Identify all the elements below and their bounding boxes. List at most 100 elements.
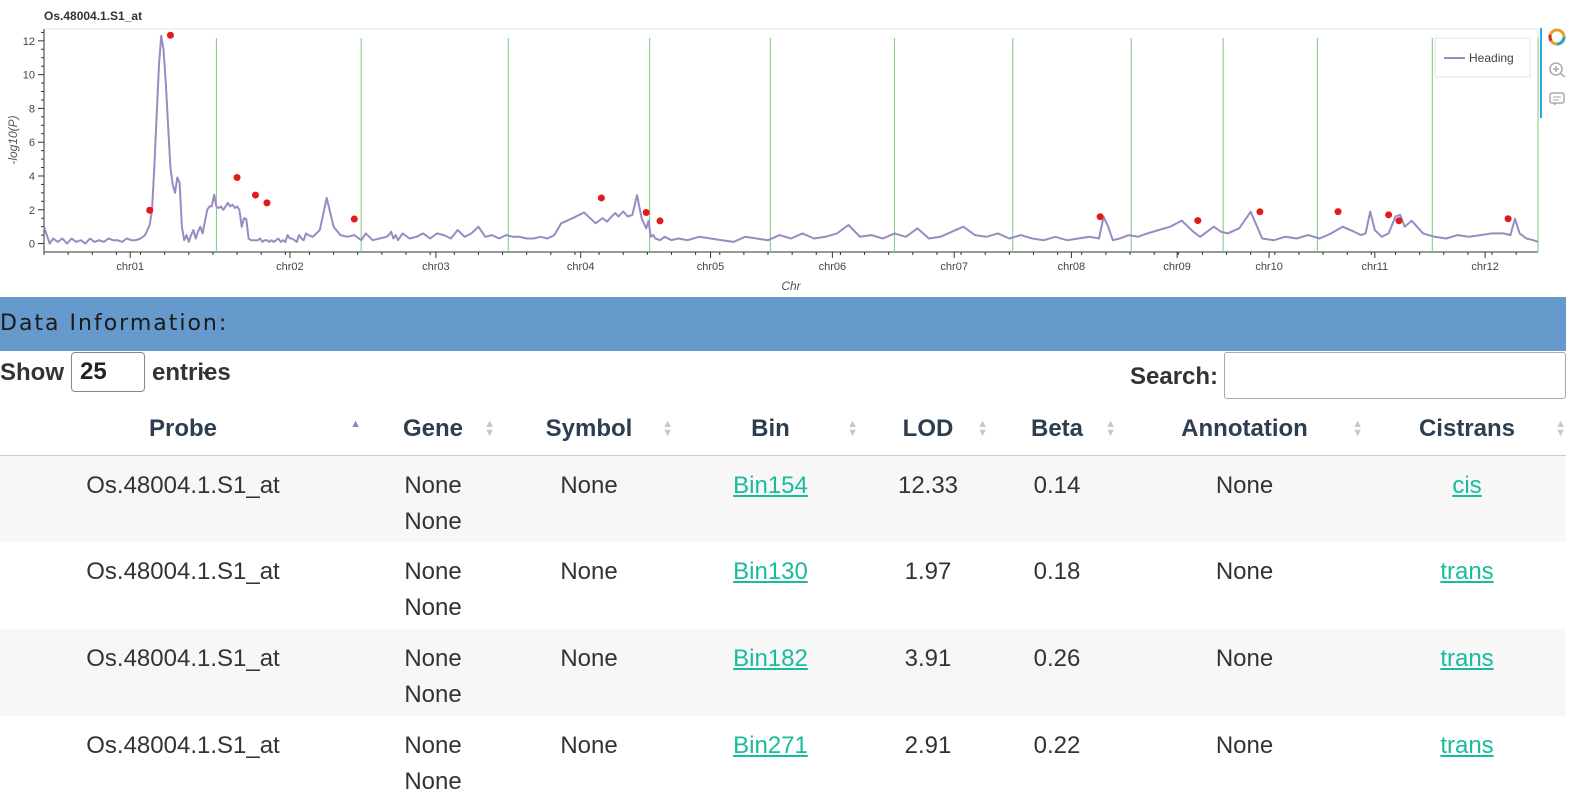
column-header-gene[interactable]: Gene ▲ ▼ <box>366 403 500 456</box>
cell-probe: Os.48004.1.S1_at <box>0 716 366 803</box>
x-tick-label: chr07 <box>940 261 968 273</box>
cell-gene: None None <box>366 629 500 716</box>
column-header-bin[interactable]: Bin ▲ ▼ <box>678 403 863 456</box>
column-header-cistrans[interactable]: Cistrans ▲ ▼ <box>1368 403 1566 456</box>
sort-icon: ▲ ▼ <box>1352 418 1363 439</box>
chromosome-boundaries <box>215 38 1539 252</box>
cell-probe: Os.48004.1.S1_at <box>0 455 366 542</box>
cistrans-link[interactable]: trans <box>1440 558 1494 585</box>
wheel-zoom-icon[interactable] <box>1548 60 1566 78</box>
x-tick-label: chr11 <box>1361 261 1388 273</box>
x-tick-label: chr12 <box>1471 261 1499 273</box>
peak-point <box>233 173 241 181</box>
table-row: Os.48004.1.S1_at None None None Bin154 12… <box>0 455 1566 542</box>
cell-cistrans: trans <box>1368 716 1566 803</box>
x-tick-label: chr06 <box>819 261 847 273</box>
page-length-value: 25 <box>80 358 107 385</box>
table-controls: Show 25 ⌄ entries Search: <box>0 351 1566 399</box>
cell-bin: Bin182 <box>678 629 863 716</box>
cell-cistrans: cis <box>1368 455 1566 542</box>
sort-icon: ▲ ▼ <box>484 418 495 439</box>
cistrans-link[interactable]: cis <box>1452 471 1482 499</box>
peak-point <box>1395 217 1403 225</box>
table-row: Os.48004.1.S1_at None None None Bin182 3.… <box>0 629 1566 716</box>
bin-link[interactable]: Bin154 <box>733 471 808 499</box>
cell-cistrans: trans <box>1368 629 1566 716</box>
cell-annotation: None <box>1121 455 1368 542</box>
cell-beta: 0.18 <box>993 542 1121 629</box>
cell-cistrans: trans <box>1368 542 1566 629</box>
cell-symbol: None <box>500 455 678 542</box>
column-header-lod[interactable]: LOD ▲ ▼ <box>863 403 993 456</box>
peak-markers <box>146 31 1512 225</box>
page-length-select[interactable]: 25 ⌄ <box>71 352 212 392</box>
column-header-beta[interactable]: Beta ▲ ▼ <box>993 403 1121 456</box>
x-tick-label: chr01 <box>116 261 144 273</box>
y-tick-label: 2 <box>29 205 35 217</box>
peak-point <box>1256 208 1264 216</box>
bin-link[interactable]: Bin130 <box>733 558 808 585</box>
y-tick-label: 12 <box>23 36 35 48</box>
table-row: Os.48004.1.S1_at None None None Bin130 1.… <box>0 542 1566 629</box>
sort-icon: ▲ ▼ <box>977 418 988 439</box>
peak-point <box>1504 215 1512 223</box>
y-tick-label: 0 <box>29 239 35 251</box>
bin-link[interactable]: Bin271 <box>733 732 808 759</box>
table-row: Os.48004.1.S1_at None None None Bin271 2.… <box>0 716 1566 803</box>
plot-title: Os.48004.1.S1_at <box>44 9 142 23</box>
y-tick-label: 8 <box>29 103 35 115</box>
cell-gene: None None <box>366 455 500 542</box>
cell-probe: Os.48004.1.S1_at <box>0 629 366 716</box>
peak-point <box>1096 213 1104 221</box>
cell-gene: None None <box>366 542 500 629</box>
peak-point <box>350 215 358 223</box>
cell-symbol: None <box>500 716 678 803</box>
peak-point <box>251 191 259 199</box>
section-header: Data Information: <box>0 297 1566 351</box>
cell-gene: None None <box>366 716 500 803</box>
hover-tool-icon[interactable] <box>1548 90 1566 108</box>
plot-frame <box>43 28 1539 253</box>
x-tick-label: chr03 <box>422 261 450 273</box>
search-input[interactable] <box>1224 352 1566 399</box>
cistrans-link[interactable]: trans <box>1440 732 1494 759</box>
x-tick-label: chr02 <box>276 261 304 273</box>
cell-probe: Os.48004.1.S1_at <box>0 542 366 629</box>
cell-annotation: None <box>1121 629 1368 716</box>
y-tick-label: 10 <box>23 70 35 82</box>
cell-lod: 1.97 <box>863 542 993 629</box>
cell-bin: Bin271 <box>678 716 863 803</box>
y-axis-label: -log10(P) <box>6 115 20 164</box>
x-tick-label: chr04 <box>567 261 595 273</box>
cistrans-link[interactable]: trans <box>1440 645 1494 672</box>
legend[interactable]: Heading <box>1434 37 1531 78</box>
show-label: Show <box>0 359 64 386</box>
table-header-row: Probe ▲ Gene ▲ ▼ Symbol ▲ ▼ Bin ▲ ▼ LOD ▲ ▼ Beta ▲… <box>0 403 1566 456</box>
sort-asc-icon: ▲ <box>350 418 361 430</box>
cell-bin: Bin154 <box>678 455 863 542</box>
plot-toolbar <box>1540 28 1568 118</box>
x-tick-label: chr05 <box>697 261 725 273</box>
sort-icon: ▲ ▼ <box>1105 418 1116 439</box>
cell-beta: 0.26 <box>993 629 1121 716</box>
entries-label: entries <box>152 359 231 386</box>
column-header-probe[interactable]: Probe ▲ <box>0 403 366 456</box>
column-header-annotation[interactable]: Annotation ▲ ▼ <box>1121 403 1368 456</box>
cell-annotation: None <box>1121 716 1368 803</box>
x-tick-label: chr09 <box>1163 261 1191 273</box>
sort-icon: ▲ ▼ <box>1555 418 1566 439</box>
search-label: Search: <box>1130 363 1219 390</box>
x-axis-label: Chr <box>781 279 801 293</box>
peak-point <box>1334 208 1342 216</box>
y-axis: 0 2 4 6 8 10 12 <box>23 31 44 251</box>
bokeh-logo-icon[interactable] <box>1548 28 1566 46</box>
peak-point <box>166 31 174 39</box>
sort-icon: ▲ ▼ <box>662 418 673 439</box>
peak-point <box>263 199 271 207</box>
bin-link[interactable]: Bin182 <box>733 645 808 672</box>
cell-symbol: None <box>500 542 678 629</box>
peak-point <box>1194 217 1202 225</box>
chevron-down-icon: ⌄ <box>200 362 212 378</box>
column-header-symbol[interactable]: Symbol ▲ ▼ <box>500 403 678 456</box>
